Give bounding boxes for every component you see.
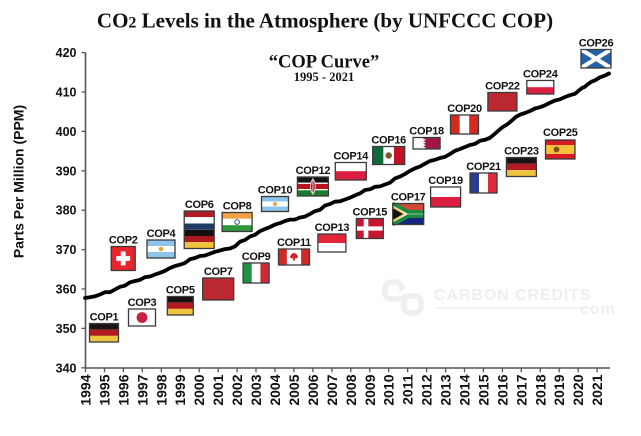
svg-text:340: 340 xyxy=(56,361,77,375)
svg-text:COP2: COP2 xyxy=(109,235,138,247)
svg-text:COP5: COP5 xyxy=(166,285,195,297)
svg-text:2002: 2002 xyxy=(229,374,245,405)
svg-text:2021: 2021 xyxy=(589,374,605,405)
svg-text:400: 400 xyxy=(56,125,77,139)
svg-text:COP8: COP8 xyxy=(223,201,252,213)
svg-text:2017: 2017 xyxy=(513,374,529,405)
svg-text:2019: 2019 xyxy=(551,374,567,405)
svg-text:390: 390 xyxy=(56,164,77,178)
svg-text:1995: 1995 xyxy=(97,374,113,405)
svg-text:2016: 2016 xyxy=(494,374,510,405)
svg-text:COP24: COP24 xyxy=(523,69,559,81)
svg-text:COP6: COP6 xyxy=(185,199,214,211)
svg-text:COP21: COP21 xyxy=(466,161,501,173)
svg-text:COP1: COP1 xyxy=(90,312,119,324)
svg-text:1996: 1996 xyxy=(115,374,131,405)
svg-text:420: 420 xyxy=(56,46,77,60)
svg-text:1995 - 2021: 1995 - 2021 xyxy=(294,70,354,84)
svg-text:CO2 Levels in the Atmosphere (: CO2 Levels in the Atmosphere (by UNFCCC … xyxy=(97,9,553,33)
svg-text:CARBON CREDITS: CARBON CREDITS xyxy=(434,287,592,304)
svg-text:COP14: COP14 xyxy=(334,151,370,163)
svg-text:COP7: COP7 xyxy=(204,266,233,278)
svg-text:2007: 2007 xyxy=(324,374,340,405)
svg-text:COP12: COP12 xyxy=(296,165,331,177)
svg-text:COP16: COP16 xyxy=(371,135,406,147)
svg-text:COP15: COP15 xyxy=(353,207,388,219)
svg-text:410: 410 xyxy=(56,86,77,100)
svg-text:2004: 2004 xyxy=(267,374,283,405)
svg-text:2014: 2014 xyxy=(457,374,473,405)
svg-text:1999: 1999 xyxy=(172,374,188,405)
svg-text:COP18: COP18 xyxy=(409,126,444,138)
svg-text:2010: 2010 xyxy=(381,374,397,405)
svg-text:COP10: COP10 xyxy=(258,185,293,197)
svg-text:2011: 2011 xyxy=(400,374,416,405)
svg-text:2005: 2005 xyxy=(286,374,302,405)
svg-text:2003: 2003 xyxy=(248,374,264,405)
svg-text:COP4: COP4 xyxy=(147,228,177,240)
svg-text:COP17: COP17 xyxy=(391,192,426,204)
svg-text:COP25: COP25 xyxy=(543,127,578,139)
svg-text:COP11: COP11 xyxy=(277,237,311,249)
svg-text:1998: 1998 xyxy=(153,374,169,405)
svg-text:380: 380 xyxy=(56,204,77,218)
svg-text:COP3: COP3 xyxy=(128,297,157,309)
svg-text:2013: 2013 xyxy=(438,374,454,405)
svg-text:COP13: COP13 xyxy=(315,222,350,234)
svg-text:2020: 2020 xyxy=(570,374,586,405)
svg-text:1994: 1994 xyxy=(78,374,94,405)
svg-text:1997: 1997 xyxy=(134,374,150,405)
svg-text:2008: 2008 xyxy=(343,374,359,405)
svg-text:360: 360 xyxy=(56,283,77,297)
svg-text:COP26: COP26 xyxy=(579,38,614,50)
svg-text:COP9: COP9 xyxy=(242,251,271,263)
svg-text:2006: 2006 xyxy=(305,374,321,405)
svg-text:COP20: COP20 xyxy=(447,103,482,115)
svg-text:COP19: COP19 xyxy=(428,175,463,187)
svg-text:2012: 2012 xyxy=(419,374,435,405)
svg-text:Parts Per Million (PPM): Parts Per Million (PPM) xyxy=(11,105,27,258)
svg-text:370: 370 xyxy=(56,243,77,257)
svg-text:2018: 2018 xyxy=(532,374,548,405)
svg-text:COP23: COP23 xyxy=(504,146,539,158)
svg-text:2001: 2001 xyxy=(210,374,226,405)
svg-text:COP22: COP22 xyxy=(485,81,520,93)
svg-text:2000: 2000 xyxy=(191,374,207,405)
svg-text:“COP Curve”: “COP Curve” xyxy=(269,53,379,73)
svg-text:2009: 2009 xyxy=(362,374,378,405)
svg-text:350: 350 xyxy=(56,322,77,336)
svg-text:com: com xyxy=(580,301,616,318)
svg-text:2015: 2015 xyxy=(475,374,491,405)
